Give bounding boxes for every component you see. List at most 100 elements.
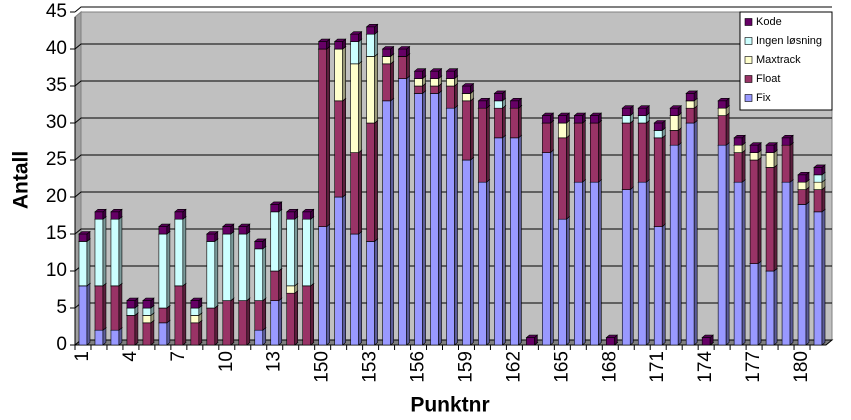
bar-front xyxy=(510,107,519,139)
bar-side xyxy=(566,134,570,220)
bar-front xyxy=(270,211,280,272)
bar-side xyxy=(342,45,346,102)
bar-side xyxy=(741,149,746,183)
bar-front xyxy=(478,107,487,183)
bar-side xyxy=(629,186,634,346)
legend-label: Float xyxy=(756,73,780,85)
bar-front xyxy=(254,241,264,250)
bar-front xyxy=(637,107,647,116)
bar-segment xyxy=(221,223,235,235)
bar-front xyxy=(382,100,391,346)
bar-front xyxy=(637,181,647,346)
bar-top xyxy=(333,38,347,42)
bar-segment xyxy=(637,179,651,346)
bar-segment xyxy=(557,112,571,124)
bar-front xyxy=(494,107,503,139)
bar-front xyxy=(733,181,743,346)
y-tick-label: 10 xyxy=(46,260,67,281)
bar-front xyxy=(382,48,391,57)
bar-segment xyxy=(285,290,299,346)
bar-side xyxy=(166,230,171,309)
bar-segment xyxy=(429,90,443,346)
bar-segment xyxy=(301,282,315,346)
bar-side xyxy=(358,60,362,154)
bar-front xyxy=(206,307,216,346)
bar-front xyxy=(765,270,775,346)
legend-swatch xyxy=(744,56,753,64)
bar-side xyxy=(486,179,490,346)
y-tick-label: 30 xyxy=(46,112,67,133)
bar-side xyxy=(406,75,410,346)
bar-side xyxy=(310,216,314,287)
bar-segment xyxy=(158,223,171,235)
bar-top xyxy=(269,201,283,205)
bar-side xyxy=(821,186,826,213)
bar-front xyxy=(574,122,583,183)
bar-front xyxy=(254,248,264,301)
bar-segment xyxy=(637,105,651,117)
bar-segment xyxy=(349,31,363,43)
bar-segment xyxy=(174,216,187,287)
bar-side xyxy=(198,319,203,346)
bar-segment xyxy=(509,97,523,109)
bar-front xyxy=(366,26,375,35)
bar-front xyxy=(637,115,647,124)
bar-segment xyxy=(269,208,283,272)
bar-front xyxy=(190,300,200,309)
bar-front xyxy=(669,130,679,146)
bar-front xyxy=(462,100,471,161)
bar-segment xyxy=(621,119,635,191)
bar-segment xyxy=(797,171,810,183)
bar-front xyxy=(94,218,104,287)
bar-segment xyxy=(381,45,395,58)
x-tick-label: 171 xyxy=(647,351,668,383)
bar-front xyxy=(510,137,519,346)
bar-side xyxy=(278,267,283,302)
bar-side xyxy=(773,164,778,272)
bar-segment xyxy=(605,334,619,346)
bar-segment xyxy=(365,238,379,346)
bar-front xyxy=(781,144,791,183)
bar-top xyxy=(797,172,810,176)
bar-front xyxy=(110,329,120,346)
bar-front xyxy=(318,41,327,50)
bar-front xyxy=(430,70,439,79)
bar-side xyxy=(246,297,251,346)
bar-segment xyxy=(253,238,267,250)
bar-side xyxy=(422,90,426,346)
bar-front xyxy=(158,307,168,324)
bar-front xyxy=(190,322,200,346)
bar-front xyxy=(366,33,375,57)
bar-segment xyxy=(541,112,555,124)
bar-side xyxy=(470,97,474,161)
bar-side xyxy=(166,304,171,324)
bar-segment xyxy=(653,134,667,228)
bar-segment xyxy=(717,97,730,109)
bar-segment xyxy=(269,201,283,213)
bar-front xyxy=(797,174,807,183)
bar-front xyxy=(286,218,296,287)
bar-segment xyxy=(445,82,459,109)
bar-segment xyxy=(142,297,155,309)
bar-side xyxy=(677,112,682,132)
bar-segment xyxy=(237,230,251,302)
bar-side xyxy=(86,282,91,346)
bar-segment xyxy=(637,119,651,183)
x-tick-label: 10 xyxy=(216,351,237,372)
legend-swatch xyxy=(744,94,753,102)
bar-segment xyxy=(349,149,363,235)
bar-front xyxy=(430,93,439,346)
y-tick-label: 25 xyxy=(46,149,67,170)
bar-side xyxy=(566,119,570,139)
grid-line xyxy=(74,43,832,50)
bar-top xyxy=(174,209,187,213)
bar-segment xyxy=(445,105,459,346)
bar-segment xyxy=(78,282,91,346)
bar-segment xyxy=(285,216,299,287)
bar-side xyxy=(741,179,746,346)
grid-line xyxy=(74,80,832,87)
y-tick-label: 40 xyxy=(46,38,67,59)
bar-side xyxy=(518,105,522,139)
bar-segment xyxy=(205,230,219,243)
bar-top xyxy=(781,135,794,139)
